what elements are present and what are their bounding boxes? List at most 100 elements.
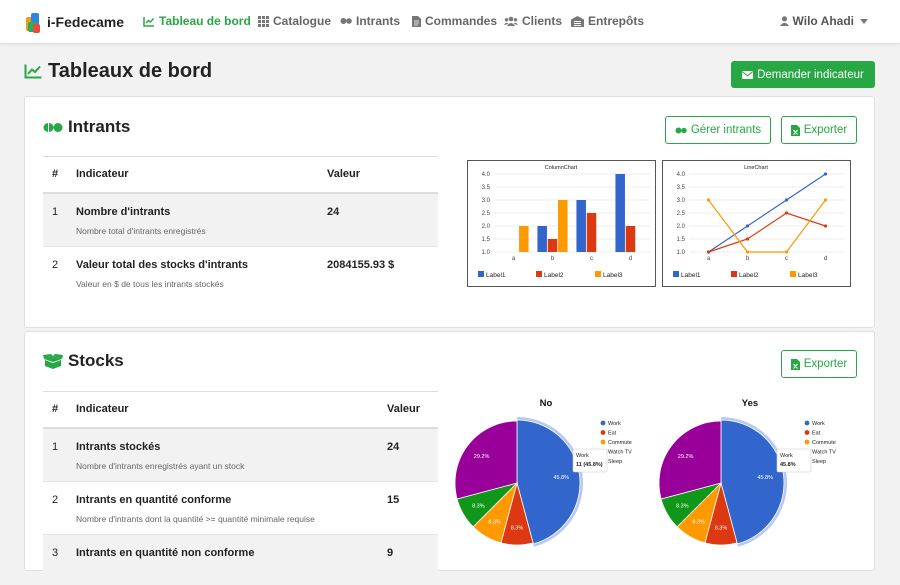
nav-entrepots[interactable]: Entrepôts bbox=[571, 14, 644, 28]
indicator-name: Intrants en quantité non conforme bbox=[76, 547, 387, 559]
nav-clients[interactable]: Clients bbox=[504, 14, 562, 28]
legend-swatch bbox=[478, 271, 484, 277]
pills-icon bbox=[340, 16, 352, 26]
row-number: 2 bbox=[43, 247, 76, 299]
bar bbox=[626, 226, 636, 252]
export-stocks-button[interactable]: Exporter bbox=[781, 350, 857, 378]
indicator-name: Valeur total des stocks d'intrants bbox=[76, 259, 327, 271]
row-number: 1 bbox=[43, 193, 76, 247]
legend-label: Commute bbox=[608, 440, 632, 446]
chart-line-icon bbox=[24, 64, 42, 79]
indicator-value: 24 bbox=[387, 428, 438, 482]
slice-percent-label: 8.3% bbox=[692, 520, 705, 526]
legend-label: Label3 bbox=[603, 272, 623, 279]
nav-tableau-de-bord[interactable]: Tableau de bord bbox=[143, 14, 251, 28]
user-icon bbox=[780, 16, 789, 26]
table-header-row: # Indicateur Valeur bbox=[43, 157, 438, 193]
user-menu[interactable]: Wilo Ahadi bbox=[780, 14, 868, 28]
legend-swatch bbox=[790, 271, 796, 277]
nav-label: Tableau de bord bbox=[159, 14, 251, 28]
data-point bbox=[707, 250, 710, 253]
page-title-text: Tableaux de bord bbox=[48, 60, 212, 83]
table-header-value: Valeur bbox=[327, 157, 438, 193]
intrants-title-text: Intrants bbox=[68, 117, 130, 137]
slice-percent-label: 29.2% bbox=[678, 454, 694, 460]
file-icon bbox=[412, 16, 421, 27]
bar bbox=[558, 200, 568, 252]
y-tick-label: 3.0 bbox=[482, 198, 491, 204]
x-tick-label: d bbox=[824, 256, 827, 262]
manage-intrants-label: Gérer intrants bbox=[691, 124, 761, 136]
legend-marker bbox=[805, 421, 810, 426]
y-tick-label: 1.0 bbox=[482, 250, 491, 256]
legend-marker bbox=[805, 430, 810, 435]
manage-intrants-button[interactable]: Gérer intrants bbox=[665, 116, 771, 144]
data-point bbox=[785, 250, 788, 253]
chart-title: LineChart bbox=[744, 165, 768, 171]
nav-label: Entrepôts bbox=[588, 14, 644, 28]
stocks-title: Stocks bbox=[43, 351, 124, 371]
tooltip-value: 11 (45.8%) bbox=[576, 462, 603, 468]
indicator-value: 9 bbox=[387, 535, 438, 585]
intrants-title: Intrants bbox=[43, 117, 130, 137]
table-row: 1 Nombre d'intrants Nombre total d'intra… bbox=[43, 193, 438, 247]
indicator-name: Intrants en quantité conforme bbox=[76, 494, 387, 506]
chart-line-icon bbox=[143, 16, 155, 27]
table-row: 1 Intrants stockés Nombre d'intrants enr… bbox=[43, 428, 438, 482]
slice-percent-label: 45.8% bbox=[553, 475, 569, 481]
table-row: 2 Intrants en quantité conforme Nombre d… bbox=[43, 482, 438, 535]
box-open-icon bbox=[43, 354, 63, 369]
table-row: 2 Valeur total des stocks d'intrants Val… bbox=[43, 247, 438, 299]
bar bbox=[519, 226, 529, 252]
bar bbox=[548, 239, 558, 252]
nav-catalogue[interactable]: Catalogue bbox=[258, 14, 331, 28]
bar bbox=[615, 174, 625, 252]
legend-label: Eat bbox=[812, 431, 821, 437]
pills-icon bbox=[675, 126, 687, 135]
x-tick-label: c bbox=[785, 256, 788, 262]
slice-percent-label: 45.8% bbox=[757, 475, 773, 481]
tooltip-label: Work bbox=[576, 453, 589, 459]
data-point bbox=[824, 224, 827, 227]
export-intrants-button[interactable]: Exporter bbox=[781, 116, 857, 144]
legend-label: Label2 bbox=[544, 272, 564, 279]
y-tick-label: 1.5 bbox=[677, 237, 686, 243]
legend-label: Label1 bbox=[681, 272, 701, 279]
legend-label: Label2 bbox=[739, 272, 759, 279]
nav-label: Intrants bbox=[356, 14, 400, 28]
indicator-value: 15 bbox=[387, 482, 438, 535]
y-tick-label: 1.0 bbox=[677, 250, 686, 256]
x-tick-label: a bbox=[707, 256, 711, 262]
users-icon bbox=[504, 16, 518, 26]
stocks-title-text: Stocks bbox=[68, 351, 124, 371]
x-tick-label: a bbox=[512, 256, 516, 262]
y-tick-label: 3.5 bbox=[677, 185, 686, 191]
data-point bbox=[746, 224, 749, 227]
legend-label: Commute bbox=[812, 440, 836, 446]
user-name: Wilo Ahadi bbox=[793, 14, 854, 28]
y-tick-label: 2.5 bbox=[677, 211, 686, 217]
data-point bbox=[824, 172, 827, 175]
data-point bbox=[785, 211, 788, 214]
y-tick-label: 4.0 bbox=[482, 172, 491, 178]
row-number: 2 bbox=[43, 482, 76, 535]
nav-intrants[interactable]: Intrants bbox=[340, 14, 400, 28]
legend-swatch bbox=[536, 271, 542, 277]
x-tick-label: d bbox=[629, 256, 632, 262]
chart-title: No bbox=[540, 398, 553, 409]
request-indicator-button[interactable]: Demander indicateur bbox=[731, 61, 875, 88]
slice-percent-label: 8.3% bbox=[472, 503, 485, 509]
legend-label: Watch TV bbox=[812, 450, 836, 456]
stocks-table: # Indicateur Valeur 1 Intrants stockés N… bbox=[43, 391, 438, 585]
slice-percent-label: 8.3% bbox=[715, 526, 728, 532]
nav-commandes[interactable]: Commandes bbox=[412, 14, 497, 28]
legend-marker bbox=[805, 440, 810, 445]
legend-label: Eat bbox=[608, 431, 617, 437]
row-number: 3 bbox=[43, 535, 76, 585]
page-title: Tableaux de bord bbox=[24, 60, 212, 83]
legend-label: Sleep bbox=[812, 459, 826, 465]
brand[interactable]: i-Fedecame bbox=[24, 10, 124, 34]
grid-icon bbox=[258, 16, 269, 27]
